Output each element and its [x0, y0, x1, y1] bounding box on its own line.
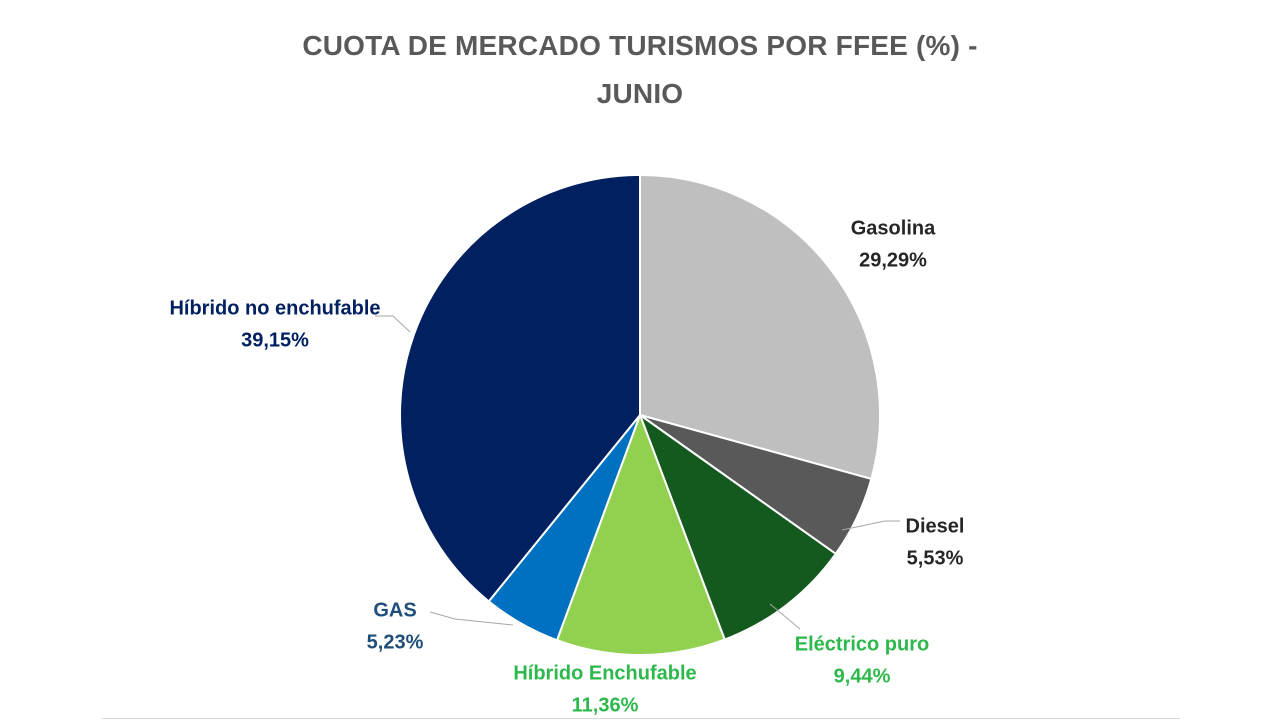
leader-line-electrico-puro	[769, 603, 801, 630]
chart-title-line1: CUOTA DE MERCADO TURISMOS POR FFEE (%) -	[302, 30, 978, 61]
pie-slice-gasolina	[639, 173, 881, 481]
chart-title-line2: JUNIO	[596, 78, 684, 109]
leader-line-diesel	[841, 520, 900, 531]
slice-value-electrico-puro: 9,44%	[834, 665, 891, 687]
slice-label-diesel: Diesel	[906, 515, 965, 537]
slice-label-hibrido-enchufable: Híbrido Enchufable	[513, 662, 696, 684]
slice-value-gasolina: 29,29%	[859, 249, 927, 271]
pie-slice-electrico-puro	[637, 412, 838, 641]
pie-slice-hibrido-no-enchufable	[399, 173, 641, 603]
slice-value-hibrido-no-enchufable: 39,15%	[241, 329, 309, 351]
slice-label-gasolina: Gasolina	[851, 217, 936, 239]
slice-label-gas: GAS	[373, 599, 416, 621]
pie-slice-hibrido-enchufable	[555, 412, 726, 656]
slice-value-diesel: 5,53%	[907, 547, 964, 569]
slice-label-electrico-puro: Eléctrico puro	[795, 633, 929, 655]
slice-value-gas: 5,23%	[367, 631, 424, 653]
slice-label-hibrido-no-enchufable: Híbrido no enchufable	[169, 297, 380, 319]
chart-title: CUOTA DE MERCADO TURISMOS POR FFEE (%) -…	[0, 22, 1280, 118]
leader-line-hibrido-no-enchufable	[375, 315, 411, 333]
slice-value-hibrido-enchufable: 11,36%	[572, 694, 639, 716]
leader-line-gas	[429, 611, 514, 626]
